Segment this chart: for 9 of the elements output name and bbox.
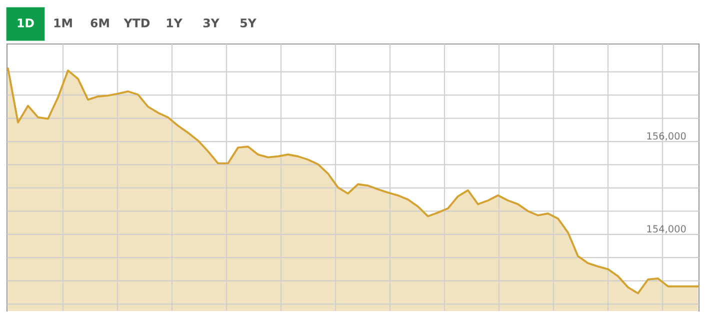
text: 1M xyxy=(54,18,72,28)
text: 1D xyxy=(18,18,34,28)
y-tick-label: 156,000 xyxy=(647,132,686,141)
text: YTD xyxy=(124,18,150,28)
y-tick-label: 154,000 xyxy=(647,225,686,234)
text: 6M xyxy=(90,18,109,28)
text: 3Y xyxy=(203,18,220,28)
text: 5Y xyxy=(240,18,256,28)
text: 1Y xyxy=(166,18,182,28)
